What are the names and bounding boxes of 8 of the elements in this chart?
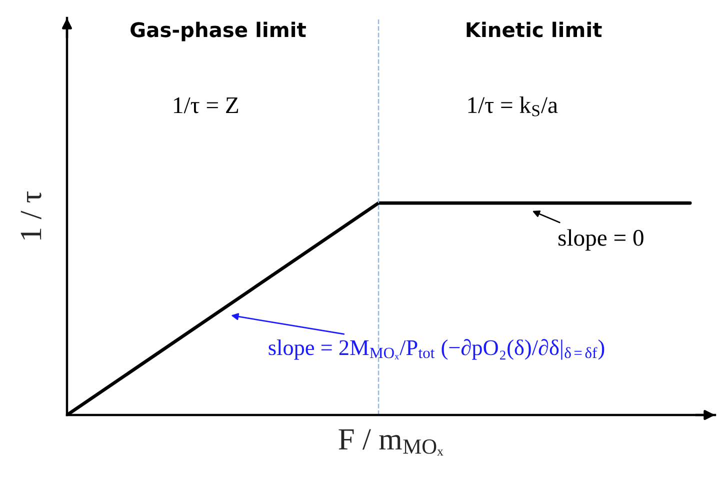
text: 1/τ = Z [174, 97, 238, 114]
y-axis-title: 1 / τ [20, 192, 42, 240]
annotation: slope = 0 [558, 229, 644, 251]
annotation: slope = 2M$_{MOₓ}$/P$_{tot}$ (−∂pO₂(δ)/∂δ|$_{δ=δf}$) [268, 338, 604, 360]
x-axis-title: F / m$_{MOₓ}$ [338, 429, 444, 456]
text: Kinetic limit [466, 22, 602, 38]
text: Gas-phase limit [130, 22, 306, 42]
text: 1/τ = k$_{S}$/a [468, 96, 558, 116]
